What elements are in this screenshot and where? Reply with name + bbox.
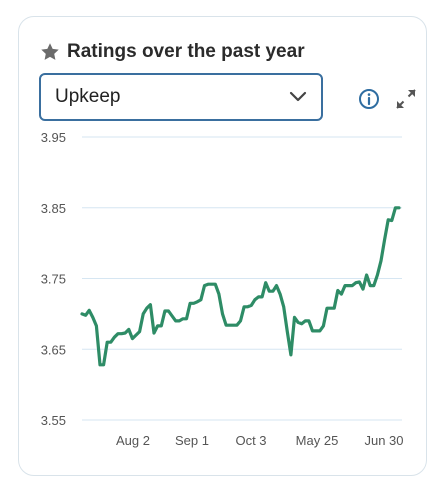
x-tick-label: Jun 30: [364, 433, 403, 448]
y-tick-label: 3.95: [41, 130, 66, 145]
series-line-upkeep: [80, 206, 401, 367]
y-tick-label: 3.65: [41, 342, 66, 357]
x-tick-label: Aug 2: [116, 433, 150, 448]
y-tick-label: 3.75: [41, 272, 66, 287]
chevron-down-icon: [289, 91, 307, 102]
card-header: Ratings over the past year: [39, 41, 305, 63]
info-icon[interactable]: [357, 87, 381, 111]
star-icon: [41, 43, 59, 60]
card-title: Ratings over the past year: [67, 41, 305, 62]
y-axis: 3.95 3.85 3.75 3.65 3.55: [41, 130, 66, 428]
x-tick-label: Sep 1: [175, 433, 209, 448]
y-tick-label: 3.85: [41, 201, 66, 216]
expand-icon[interactable]: [394, 87, 418, 111]
x-tick-label: Oct 3: [235, 433, 266, 448]
dropdown-selected-value: Upkeep: [55, 86, 121, 107]
category-dropdown[interactable]: Upkeep: [39, 73, 323, 121]
x-axis: Aug 2 Sep 1 Oct 3 May 25 Jun 30: [116, 433, 404, 448]
ratings-card: Ratings over the past year Upkeep: [18, 16, 427, 476]
y-tick-label: 3.55: [41, 413, 66, 428]
chart-grid: [82, 136, 402, 421]
x-tick-label: May 25: [296, 433, 339, 448]
